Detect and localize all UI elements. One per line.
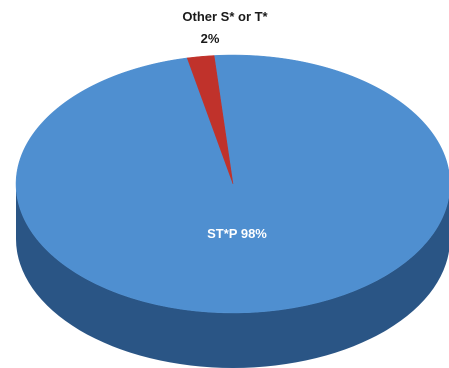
slice-label-other: Other S* or T* xyxy=(182,9,268,24)
slice-label-stp-name: ST*P xyxy=(207,226,238,241)
slice-value-stp: 98% xyxy=(241,226,267,241)
pie-slice-1 xyxy=(186,55,234,185)
pie-tops xyxy=(15,54,449,314)
pie-sides xyxy=(16,184,449,368)
slice-label-stp: ST*P 98% xyxy=(207,226,267,241)
pie-labels: Other S* or T* 2% ST*P 98% xyxy=(182,9,268,241)
pie-slice-0 xyxy=(15,54,449,314)
pie-side-0-0 xyxy=(16,184,449,368)
slice-value-other: 2% xyxy=(201,31,220,46)
